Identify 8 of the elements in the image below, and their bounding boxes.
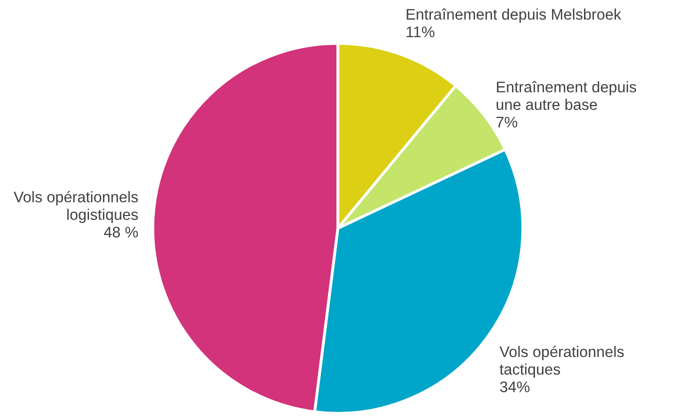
- slice-label: Entraînement depuis Melsbroek: [406, 8, 622, 23]
- slice-label: Vols opérationnels logistiques: [14, 190, 138, 223]
- slice-label: Vols opérationnels tactiques: [500, 346, 624, 378]
- data-label: 48 %: [104, 226, 138, 238]
- slice-label: Entraînement depuis une autre base: [496, 81, 636, 110]
- data-label: 11%: [406, 26, 434, 38]
- data-label: 34%: [500, 381, 530, 392]
- data-label: 7%: [496, 116, 518, 128]
